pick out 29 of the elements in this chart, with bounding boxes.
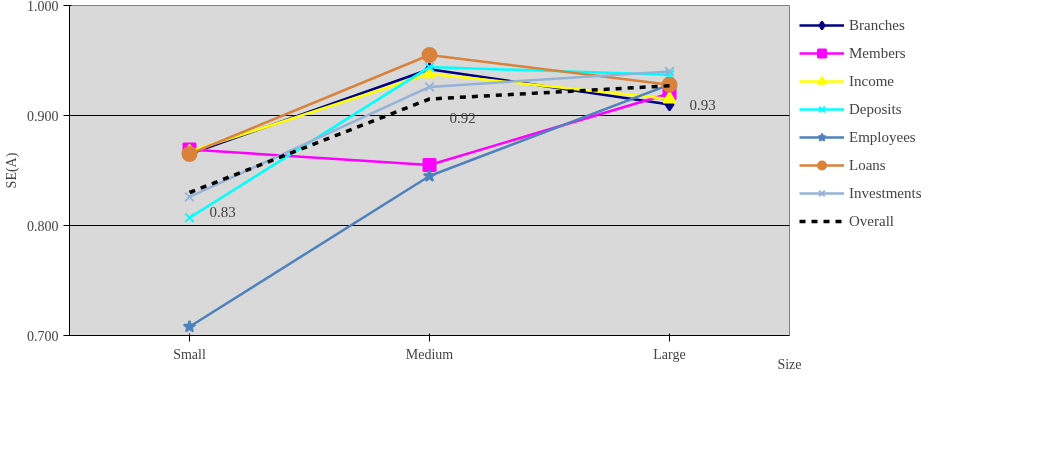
x-tick-label: Medium xyxy=(405,346,454,362)
point xyxy=(184,191,195,203)
legend-label: Members xyxy=(849,44,906,62)
legend-label: Income xyxy=(849,72,894,90)
y-tick-label: 0.900 xyxy=(27,108,59,124)
point xyxy=(424,61,435,73)
point xyxy=(422,158,437,172)
y-tick-label: 0.700 xyxy=(27,328,59,344)
point xyxy=(422,169,437,182)
data-label: 0.93 xyxy=(689,96,716,113)
y-tick-label: 1.000 xyxy=(27,0,59,14)
point xyxy=(182,319,197,333)
legend-label: Loans xyxy=(849,156,886,174)
point xyxy=(184,212,195,224)
point xyxy=(424,81,435,93)
y-tick-label: 0.800 xyxy=(27,218,59,234)
x-axis-title: Size xyxy=(777,356,802,372)
legend-label: Deposits xyxy=(849,100,902,118)
point xyxy=(664,66,675,77)
legend-label: Investments xyxy=(849,184,922,202)
y-axis-title: SE(A) xyxy=(4,152,20,189)
point xyxy=(421,47,438,63)
point xyxy=(662,91,677,104)
x-tick-label: Large xyxy=(653,346,686,362)
data-label: 0.83 xyxy=(209,203,236,220)
legend-label: Branches xyxy=(849,16,905,34)
legend-label: Overall xyxy=(849,212,894,230)
x-tick-label: Small xyxy=(173,346,206,362)
legend-label: Employees xyxy=(849,128,916,146)
